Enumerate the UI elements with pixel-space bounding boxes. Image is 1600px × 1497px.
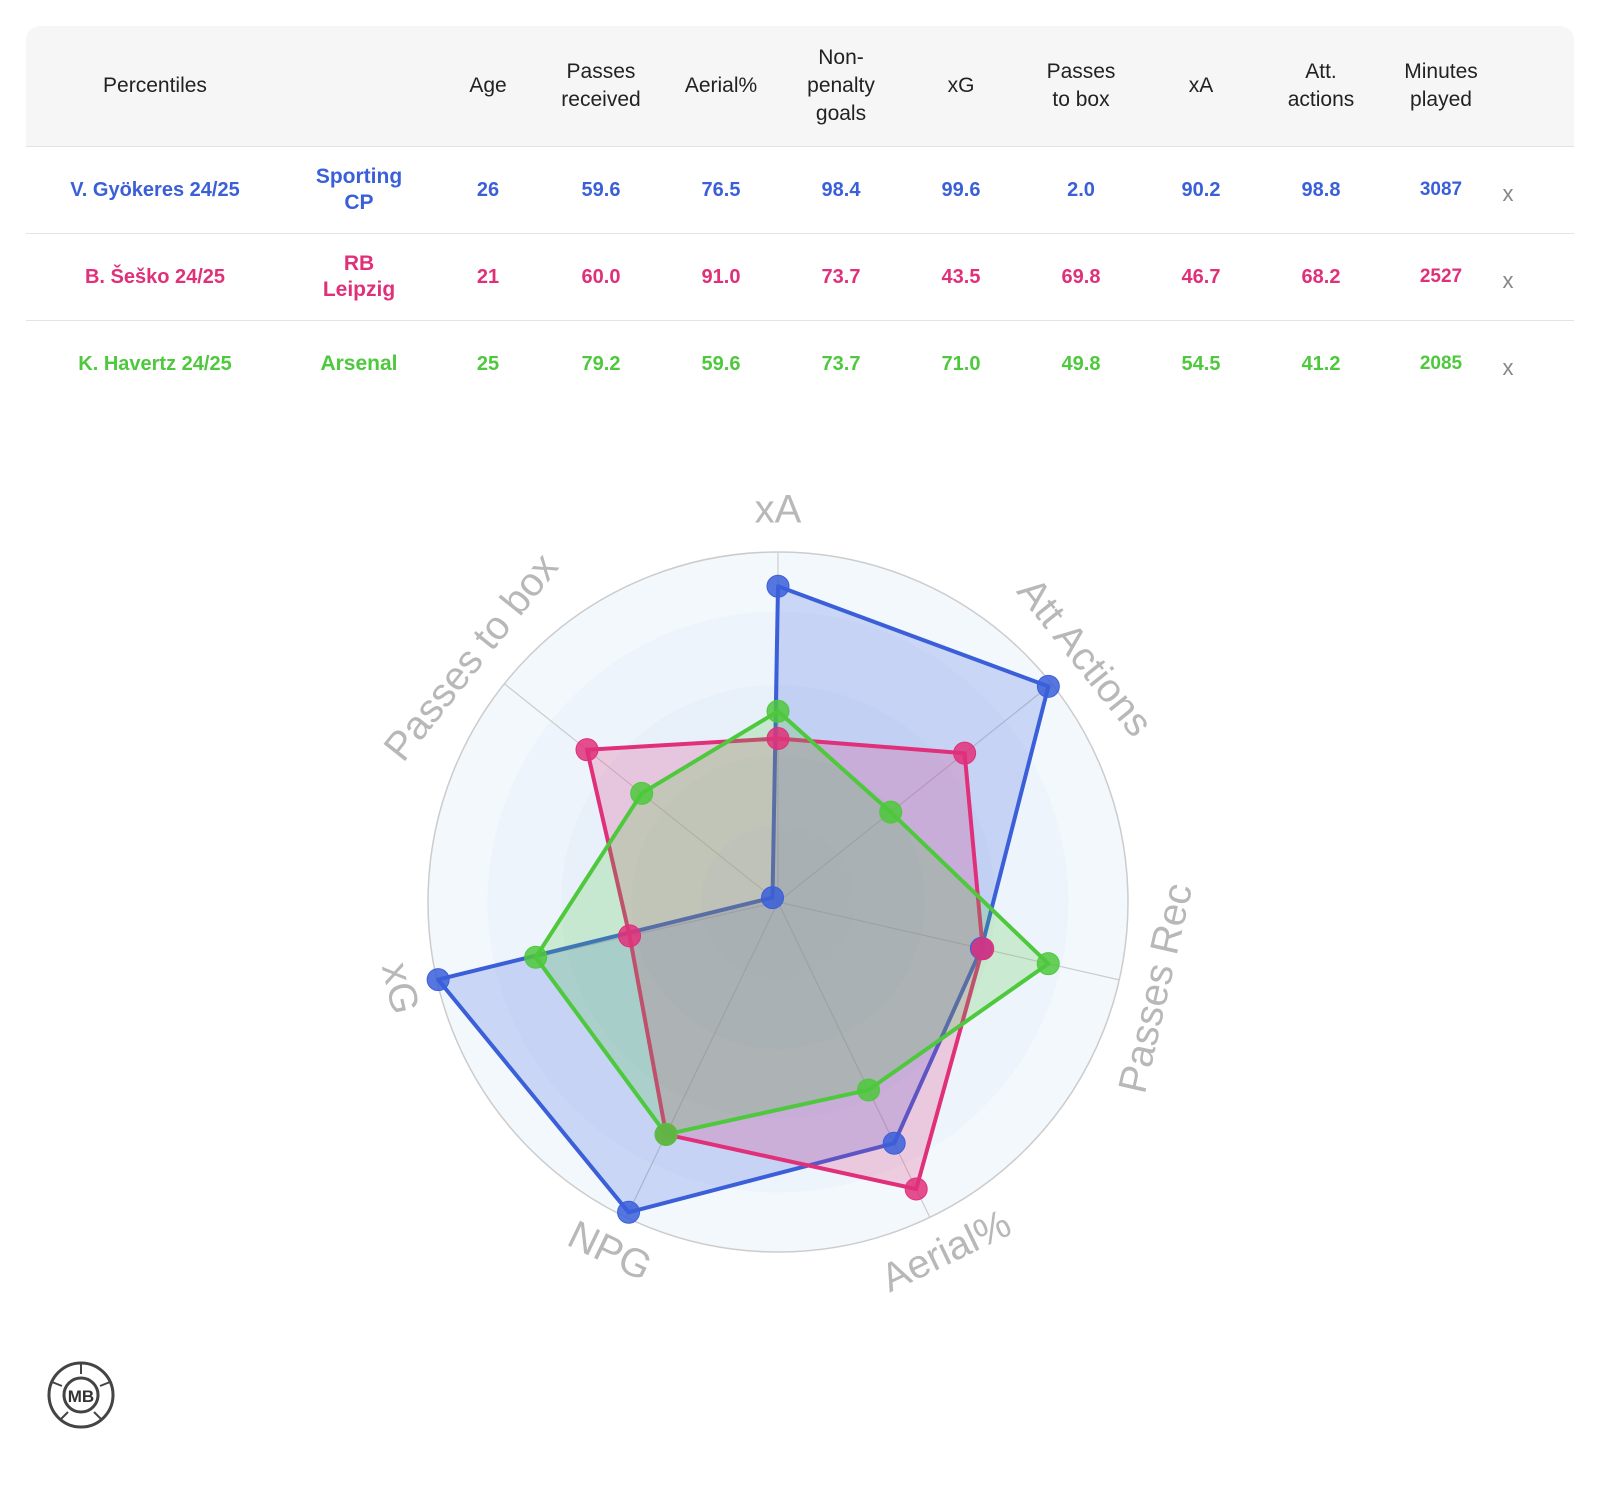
radar-spoke — [777, 901, 931, 1218]
remove-player-button[interactable]: x — [1502, 268, 1514, 293]
radar-point — [766, 727, 790, 751]
table-header: Percentiles Age Passes received Aerial% … — [26, 26, 1574, 147]
radar-point — [971, 937, 995, 961]
table-row: B. Šeško 24/25 RB Leipzig 21 60.0 91.0 7… — [26, 234, 1574, 321]
radar-axis-label: xG — [373, 958, 427, 1018]
radar-series-area — [436, 584, 1051, 1215]
passes-received-value: 79.2 — [581, 353, 621, 375]
xg-value: 71.0 — [941, 353, 981, 375]
minutes-value: 3087 — [1419, 179, 1463, 200]
radar-spoke — [777, 901, 1120, 981]
aerial-value: 59.6 — [701, 353, 741, 375]
radar-point — [618, 924, 642, 948]
age-value: 25 — [476, 353, 500, 375]
header-percentiles: Percentiles — [103, 74, 207, 97]
xa-value: 46.7 — [1181, 266, 1221, 288]
npg-value: 73.7 — [821, 266, 861, 288]
mb-logo: MB — [47, 1361, 115, 1429]
radar-point — [766, 699, 790, 723]
radar-point — [882, 1131, 906, 1155]
club-name: Arsenal — [320, 352, 398, 375]
passes-to-box-value: 69.8 — [1061, 266, 1101, 288]
radar-point — [1036, 674, 1060, 698]
radar-point — [953, 741, 977, 765]
header-minutes: Minutes played — [1404, 60, 1478, 111]
radar-point — [617, 1200, 641, 1224]
radar-series-area — [585, 736, 985, 1191]
header-aerial: Aerial% — [684, 74, 758, 97]
npg-value: 98.4 — [821, 179, 861, 201]
xg-value: 99.6 — [941, 179, 981, 201]
radar-point — [904, 1177, 928, 1201]
att-actions-value: 41.2 — [1301, 353, 1341, 375]
att-actions-value: 68.2 — [1301, 266, 1341, 288]
header-passes-received: Passes received — [561, 60, 641, 111]
remove-player-button[interactable]: x — [1502, 181, 1514, 206]
remove-player-button[interactable]: x — [1502, 355, 1514, 380]
radar-point — [766, 574, 790, 598]
age-value: 26 — [476, 179, 500, 201]
passes-received-value: 59.6 — [581, 179, 621, 201]
radar-series-area — [533, 709, 1051, 1137]
aerial-value: 91.0 — [701, 266, 741, 288]
radar-point — [524, 945, 548, 969]
radar-point — [575, 738, 599, 762]
logo-text: MB — [68, 1387, 94, 1406]
radar-spoke — [777, 683, 1053, 903]
att-actions-value: 98.8 — [1301, 179, 1341, 201]
player-name[interactable]: K. Havertz 24/25 — [78, 353, 232, 375]
header-npg: Non- penalty goals — [807, 46, 875, 125]
radar-point — [857, 1078, 881, 1102]
club-name: RB Leipzig — [322, 252, 396, 301]
radar-point — [879, 800, 903, 824]
table-row: V. Gyökeres 24/25 Sporting CP 26 59.6 76… — [26, 147, 1574, 234]
header-xg: xG — [947, 74, 975, 97]
header-age: Age — [469, 74, 507, 97]
radar-point — [426, 968, 450, 992]
header-passes-to-box: Passes to box — [1046, 60, 1116, 111]
age-value: 21 — [476, 266, 500, 288]
xa-value: 90.2 — [1181, 179, 1221, 201]
passes-to-box-value: 2.0 — [1067, 179, 1095, 201]
passes-to-box-value: 49.8 — [1061, 353, 1101, 375]
aerial-value: 76.5 — [701, 179, 741, 201]
passes-received-value: 60.0 — [581, 266, 621, 288]
xa-value: 54.5 — [1181, 353, 1221, 375]
table-row: K. Havertz 24/25 Arsenal 25 79.2 59.6 73… — [26, 321, 1574, 407]
player-name[interactable]: V. Gyökeres 24/25 — [70, 179, 240, 201]
radar-point — [654, 1122, 678, 1146]
minutes-value: 2085 — [1419, 353, 1463, 374]
minutes-value: 2527 — [1419, 266, 1463, 287]
radar-spoke — [625, 901, 779, 1218]
radar-point — [761, 886, 785, 910]
radar-point — [1036, 952, 1060, 976]
radar-point — [630, 781, 654, 805]
percentiles-table: Percentiles Age Passes received Aerial% … — [26, 26, 1574, 407]
header-att-actions: Att. actions — [1287, 60, 1355, 111]
player-name[interactable]: B. Šeško 24/25 — [84, 266, 226, 288]
radar-axis-label: xA — [755, 488, 802, 532]
xg-value: 43.5 — [941, 266, 981, 288]
npg-value: 73.7 — [821, 353, 861, 375]
club-name: Sporting CP — [315, 165, 403, 214]
header-xa: xA — [1188, 74, 1214, 97]
